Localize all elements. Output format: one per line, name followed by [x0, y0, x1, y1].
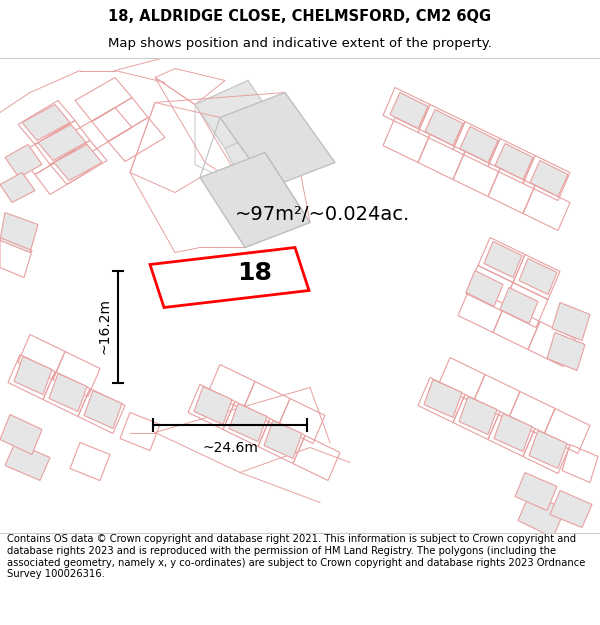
- Polygon shape: [264, 421, 302, 459]
- Polygon shape: [552, 302, 590, 341]
- Polygon shape: [424, 379, 462, 418]
- Polygon shape: [390, 92, 428, 129]
- Polygon shape: [529, 431, 567, 469]
- Polygon shape: [200, 152, 310, 248]
- Polygon shape: [14, 356, 52, 394]
- Polygon shape: [84, 391, 122, 429]
- Polygon shape: [550, 491, 592, 528]
- Polygon shape: [49, 374, 87, 411]
- Polygon shape: [515, 472, 557, 511]
- Polygon shape: [0, 414, 42, 454]
- Polygon shape: [494, 414, 532, 451]
- Polygon shape: [225, 124, 298, 189]
- Text: ~24.6m: ~24.6m: [202, 441, 258, 454]
- Text: 18, ALDRIDGE CLOSE, CHELMSFORD, CM2 6QG: 18, ALDRIDGE CLOSE, CHELMSFORD, CM2 6QG: [109, 9, 491, 24]
- Polygon shape: [459, 396, 497, 434]
- Polygon shape: [0, 173, 35, 203]
- Polygon shape: [194, 386, 232, 424]
- Text: Contains OS data © Crown copyright and database right 2021. This information is : Contains OS data © Crown copyright and d…: [7, 534, 586, 579]
- Text: Map shows position and indicative extent of the property.: Map shows position and indicative extent…: [108, 37, 492, 49]
- Polygon shape: [5, 442, 50, 481]
- Text: 18: 18: [237, 261, 272, 284]
- Polygon shape: [150, 248, 309, 308]
- Polygon shape: [500, 288, 538, 324]
- Polygon shape: [425, 109, 463, 146]
- Polygon shape: [484, 241, 522, 278]
- Polygon shape: [547, 332, 585, 371]
- Polygon shape: [518, 492, 565, 538]
- Polygon shape: [38, 124, 86, 161]
- Polygon shape: [0, 213, 38, 253]
- Polygon shape: [229, 404, 267, 441]
- Polygon shape: [22, 104, 70, 141]
- Polygon shape: [530, 161, 568, 196]
- Polygon shape: [519, 259, 557, 294]
- Text: ~16.2m: ~16.2m: [97, 299, 111, 354]
- Polygon shape: [466, 271, 503, 306]
- Polygon shape: [195, 81, 278, 149]
- Polygon shape: [54, 144, 102, 181]
- Polygon shape: [5, 144, 42, 177]
- Text: ~97m²/~0.024ac.: ~97m²/~0.024ac.: [235, 205, 410, 224]
- Polygon shape: [460, 126, 498, 162]
- Polygon shape: [495, 144, 533, 179]
- Polygon shape: [220, 92, 335, 188]
